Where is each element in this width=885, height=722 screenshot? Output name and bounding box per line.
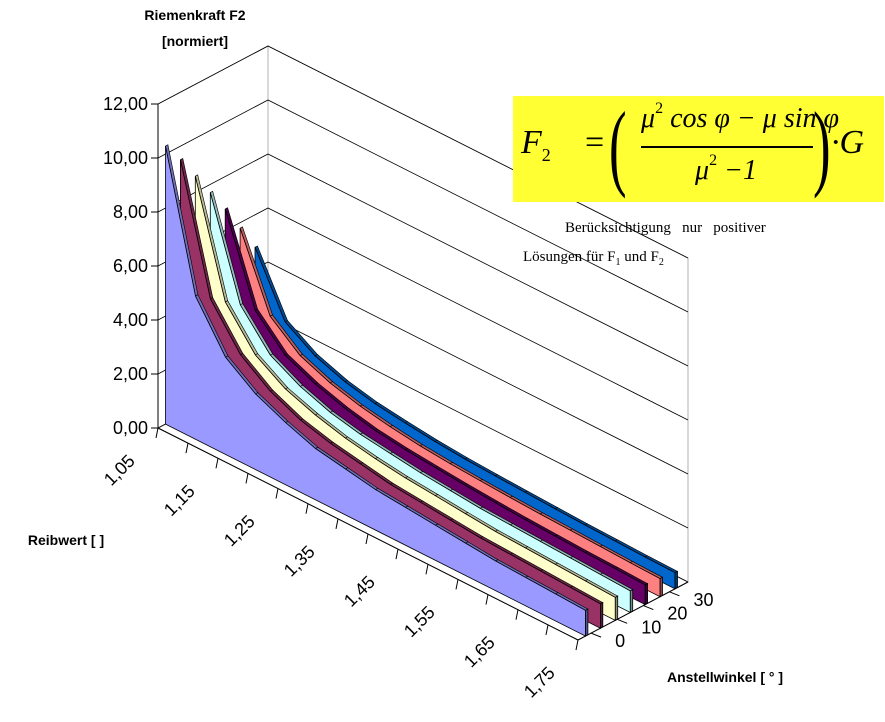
y-tick-label: 8,00 (113, 202, 148, 222)
formula-right-paren: ) (813, 92, 831, 199)
z-tick-mark (669, 591, 680, 597)
y-tick-label: 0,00 (113, 418, 148, 438)
x-tick-mark (425, 564, 429, 575)
formula-tail: ·G (831, 124, 865, 161)
annotation-sub1: 1 (616, 257, 621, 268)
formula-num-rest: cos φ − μ sin φ (663, 103, 839, 134)
x-tick-label: 1,25 (220, 511, 259, 550)
z-tick-label: 10 (641, 617, 661, 637)
formula-numerator: μ2 cos φ − μ sin φ (641, 100, 839, 135)
z-tick-label: 0 (615, 631, 625, 651)
z-tick-mark (590, 632, 602, 638)
x-tick-mark (515, 609, 519, 620)
z-tick-mark (643, 605, 654, 611)
formula-lhs: F2 (521, 124, 551, 166)
gridline-y (157, 153, 689, 367)
x-tick-mark (305, 503, 309, 514)
x-tick-mark (365, 533, 369, 545)
formula-num-mu: μ (641, 103, 656, 134)
x-tick-mark (155, 427, 159, 439)
x-tick-mark (215, 458, 219, 469)
x-tick-mark (545, 624, 549, 635)
ribbon-end-face (600, 601, 604, 629)
x-tick-mark (485, 594, 489, 605)
x-tick-mark (395, 549, 399, 560)
y-tick-labels: 0,00 2,00 4,00 6,00 8,00 10,00 12,00 (103, 94, 158, 438)
formula-fraction-bar (641, 146, 813, 148)
x-tick-label: 1,55 (400, 602, 439, 641)
y-tick-label: 4,00 (113, 310, 148, 330)
formula-left-paren: ( (609, 92, 627, 199)
z-axis-title: Anstellwinkel [ ° ] (667, 669, 783, 685)
x-axis-title: Reibwert [ ] (28, 532, 104, 548)
x-tick-mark (185, 443, 189, 454)
x-tick-mark (575, 639, 579, 651)
y-axis-title-line1: Riemenkraft F2 (144, 7, 245, 23)
formula-num-sup: 2 (655, 100, 664, 117)
x-tick-mark (275, 488, 279, 499)
annotation-line2: Lösungen für F1 und F2 (523, 249, 664, 268)
annotation-line1: Berücksichtigung nur positiver (565, 220, 766, 236)
ribbon-end-face (659, 576, 663, 598)
ribbon-end-face (629, 588, 634, 614)
formula-denominator: μ2 −1 (641, 152, 811, 187)
z-tick-label: 30 (693, 590, 713, 610)
x-tick-mark (335, 518, 339, 529)
x-tick-label: 1,15 (160, 481, 199, 520)
formula-lhs-symbol: F (521, 124, 542, 161)
annotation-sub2: 2 (659, 257, 664, 268)
formula-equals: = (585, 124, 605, 161)
ribbon-end-face (585, 608, 589, 637)
ribbon-end-face (644, 582, 648, 606)
gridline-y (157, 99, 689, 313)
x-tick-label: 1,35 (280, 542, 319, 581)
formula-den-mu: μ (695, 155, 710, 186)
y-tick-label: 12,00 (103, 94, 148, 114)
x-tick-label: 1,75 (520, 663, 559, 702)
annotation-line2-mid: und F (621, 249, 659, 265)
formula-den-sup: 2 (709, 152, 718, 169)
y-tick-label: 2,00 (113, 364, 148, 384)
y-tick-label: 10,00 (103, 148, 148, 168)
y-axis-title-line2: [normiert] (162, 33, 228, 49)
ribbon-end-face (674, 570, 678, 590)
formula-box: F2 = ( μ2 cos φ − μ sin φ μ2 −1 ) ·G (513, 92, 884, 202)
annotation-line2-prefix: Lösungen für F (523, 249, 616, 265)
x-tick-label: 1,65 (460, 632, 499, 671)
x-tick-label: 1,05 (100, 451, 139, 490)
y-tick-label: 6,00 (113, 256, 148, 276)
z-tick-mark (617, 618, 628, 624)
formula-lhs-sub: 2 (541, 144, 551, 165)
x-tick-mark (455, 579, 459, 590)
ribbon-end-face (614, 595, 619, 621)
x-tick-mark (245, 473, 249, 484)
data-ribbons (165, 144, 679, 637)
z-tick-label: 20 (667, 604, 687, 624)
x-tick-label: 1,45 (340, 572, 379, 611)
z-tick-labels: 0 10 20 30 (590, 590, 713, 651)
formula-den-rest: −1 (717, 155, 757, 186)
